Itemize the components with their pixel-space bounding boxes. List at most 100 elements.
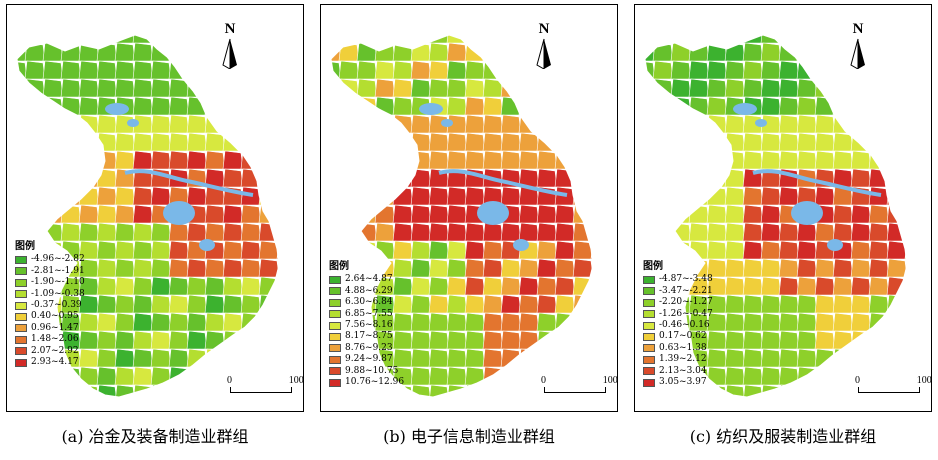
river bbox=[752, 169, 882, 197]
county-region bbox=[590, 240, 593, 260]
county-region bbox=[778, 366, 800, 386]
county-region bbox=[554, 168, 576, 188]
county-region bbox=[590, 168, 593, 188]
county-region bbox=[114, 240, 136, 260]
county-region bbox=[410, 348, 432, 368]
county-region bbox=[518, 96, 540, 116]
county-region bbox=[832, 312, 854, 332]
county-region bbox=[850, 150, 872, 170]
county-region bbox=[222, 348, 244, 368]
county-region bbox=[923, 349, 932, 367]
legend-item: 2.07~2.92 bbox=[15, 346, 85, 357]
county-region bbox=[151, 403, 171, 412]
legend-label: 9.24~9.87 bbox=[345, 354, 393, 365]
county-region bbox=[609, 295, 618, 313]
county-region bbox=[42, 150, 64, 170]
county-region bbox=[652, 240, 674, 260]
county-region bbox=[904, 222, 907, 242]
county-region bbox=[609, 403, 618, 412]
legend-label: -2.20~-1.27 bbox=[659, 297, 713, 308]
county-region bbox=[186, 60, 208, 80]
county-region bbox=[886, 35, 907, 44]
scale-bar: 0 100 km bbox=[541, 375, 618, 393]
county-region bbox=[814, 60, 836, 80]
county-region bbox=[410, 204, 432, 224]
county-region bbox=[338, 96, 360, 116]
county-region bbox=[760, 186, 782, 206]
county-region bbox=[519, 403, 539, 412]
county-region bbox=[276, 35, 279, 44]
county-region bbox=[652, 186, 674, 206]
county-region bbox=[652, 150, 674, 170]
county-region bbox=[778, 132, 800, 152]
county-region bbox=[688, 60, 710, 80]
county-region bbox=[500, 366, 522, 386]
county-region bbox=[482, 276, 504, 296]
county-region bbox=[724, 312, 746, 332]
county-region bbox=[590, 35, 593, 44]
county-region bbox=[886, 60, 907, 80]
county-region bbox=[204, 330, 226, 350]
county-region bbox=[706, 96, 728, 116]
county-region bbox=[60, 35, 82, 44]
county-region bbox=[724, 186, 746, 206]
county-region bbox=[464, 384, 486, 397]
county-region bbox=[742, 204, 764, 224]
county-region bbox=[814, 258, 836, 278]
county-region bbox=[24, 204, 46, 224]
county-region bbox=[482, 240, 504, 260]
county-region bbox=[850, 258, 872, 278]
county-region bbox=[204, 150, 226, 170]
county-region bbox=[79, 403, 99, 412]
county-region bbox=[670, 78, 692, 98]
county-region bbox=[338, 222, 360, 242]
county-region bbox=[706, 186, 728, 206]
county-region bbox=[724, 240, 746, 260]
county-region bbox=[518, 330, 540, 350]
county-region bbox=[168, 384, 190, 397]
legend-swatch bbox=[15, 301, 27, 310]
county-region bbox=[483, 403, 503, 412]
legend-swatch bbox=[15, 290, 27, 299]
county-region bbox=[670, 132, 692, 152]
county-region bbox=[554, 330, 576, 350]
county-region bbox=[652, 222, 674, 242]
county-region bbox=[572, 240, 593, 260]
county-region bbox=[24, 114, 46, 134]
county-region bbox=[393, 403, 413, 412]
county-region bbox=[96, 330, 118, 350]
lake bbox=[755, 119, 767, 127]
county-region bbox=[609, 277, 618, 295]
county-region bbox=[500, 276, 522, 296]
legend-label: -0.37~0.39 bbox=[31, 299, 82, 310]
county-region bbox=[42, 132, 64, 152]
county-region bbox=[392, 78, 414, 98]
county-region bbox=[428, 240, 450, 260]
county-region bbox=[572, 258, 593, 278]
legend-label: 8.76~9.23 bbox=[345, 342, 393, 353]
county-region bbox=[500, 42, 522, 62]
county-region bbox=[886, 258, 907, 278]
county-region bbox=[186, 114, 208, 134]
county-region bbox=[832, 330, 854, 350]
county-region bbox=[609, 97, 618, 115]
county-region bbox=[590, 312, 593, 332]
county-region bbox=[446, 366, 468, 386]
county-region bbox=[446, 330, 468, 350]
county-region bbox=[78, 222, 100, 242]
county-region bbox=[338, 204, 360, 224]
county-region bbox=[356, 168, 378, 188]
county-region bbox=[850, 168, 872, 188]
county-region bbox=[500, 114, 522, 134]
scale-distance: 100 km bbox=[602, 375, 618, 386]
county-region bbox=[850, 132, 872, 152]
county-region bbox=[904, 348, 907, 368]
legend-swatch bbox=[329, 367, 341, 376]
county-region bbox=[832, 78, 854, 98]
county-region bbox=[168, 330, 190, 350]
county-region bbox=[814, 42, 836, 62]
county-region bbox=[464, 366, 486, 386]
county-region bbox=[500, 222, 522, 242]
county-region bbox=[42, 222, 64, 242]
county-region bbox=[258, 60, 279, 80]
